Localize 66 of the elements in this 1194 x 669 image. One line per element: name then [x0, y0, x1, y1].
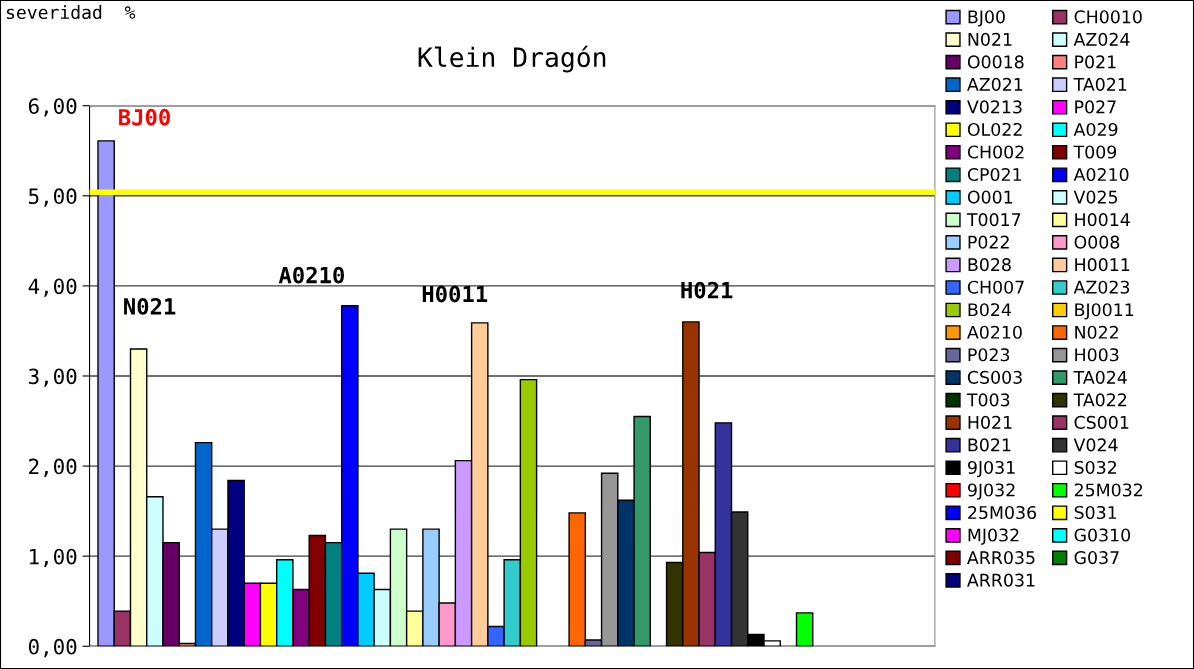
legend-label: T003: [966, 393, 1010, 407]
legend-label: CS001: [1074, 415, 1129, 429]
legend-label: CH007: [967, 280, 1024, 294]
legend-label: V024: [1073, 438, 1118, 452]
legend-label: A0210: [967, 325, 1022, 339]
y-tick-label: 1,00: [30, 548, 77, 568]
legend-label: P022: [968, 235, 1009, 249]
legend-label: TA022: [1073, 393, 1127, 407]
legend-label: MJ032: [968, 528, 1019, 545]
legend-label: H0014: [1075, 213, 1130, 227]
legend-label: AZ021: [967, 77, 1023, 91]
legend-label: H021: [968, 415, 1012, 429]
legend-label: CS003: [967, 370, 1022, 384]
legend-label: G0310: [1074, 528, 1131, 542]
legend-label: T009: [1073, 145, 1117, 159]
legend-label: S031: [1074, 505, 1117, 520]
legend-label: OL022: [967, 122, 1022, 137]
legend-label: H0011: [1075, 258, 1130, 272]
legend-label: CH0010: [1074, 10, 1142, 24]
legend-label: ARR035: [967, 551, 1035, 565]
legend-label: BJ00: [968, 10, 1005, 27]
legend-label: G037: [1074, 551, 1119, 565]
legend-label: V0213: [967, 100, 1022, 114]
legend-label: P027: [1075, 100, 1116, 114]
legend-label: S032: [1074, 460, 1116, 475]
legend-label: A0210: [1073, 167, 1129, 182]
y-tick-label: 5,00: [29, 188, 77, 207]
legend-label: CP021: [967, 167, 1022, 182]
legend-label: H003: [1075, 348, 1119, 362]
legend-label: P023: [968, 348, 1010, 362]
y-tick-label: 6,00: [28, 98, 77, 117]
annotation: H0011: [422, 285, 488, 303]
legend-label: O001: [967, 190, 1013, 204]
legend-label: TA021: [1073, 77, 1127, 91]
annotation: A0210: [278, 266, 344, 284]
legend-label: A029: [1073, 122, 1118, 137]
legend-label: V025: [1073, 190, 1118, 204]
legend-label: BJ0011: [1075, 303, 1134, 320]
legend-label: TA024: [1073, 370, 1127, 384]
y-tick-label: 0,00: [28, 638, 77, 658]
legend-label: B021: [968, 438, 1011, 452]
legend-label: 9J031: [968, 460, 1015, 478]
legend-label: 25M036: [968, 505, 1037, 520]
chart-title: Klein Dragón: [418, 45, 606, 73]
legend-label: ARR031: [967, 573, 1035, 587]
y-tick-label: 3,00: [28, 368, 77, 387]
legend-label: AZ023: [1073, 280, 1130, 294]
legend-label: AZ024: [1073, 32, 1130, 46]
annotation: BJ00: [119, 108, 170, 126]
legend-label: N022: [1075, 325, 1118, 339]
y-axis-title: severidad %: [6, 5, 136, 20]
legend-label: O008: [1074, 235, 1120, 249]
legend-label: P021: [1075, 55, 1116, 69]
legend-label: B028: [968, 258, 1011, 272]
legend-label: T0017: [966, 213, 1021, 227]
legend-label: B024: [968, 303, 1011, 317]
y-tick-label: 2,00: [29, 458, 77, 477]
legend-label: O0018: [967, 55, 1024, 69]
legend-label: CH002: [967, 145, 1024, 159]
legend-label: 25M032: [1074, 483, 1143, 497]
y-tick-label: 4,00: [28, 278, 77, 297]
legend-label: 9J032: [968, 483, 1015, 500]
legend-label: N021: [968, 32, 1012, 46]
bar: [795, 612, 814, 647]
annotation: H021: [681, 281, 733, 299]
annotation: N021: [124, 298, 176, 315]
